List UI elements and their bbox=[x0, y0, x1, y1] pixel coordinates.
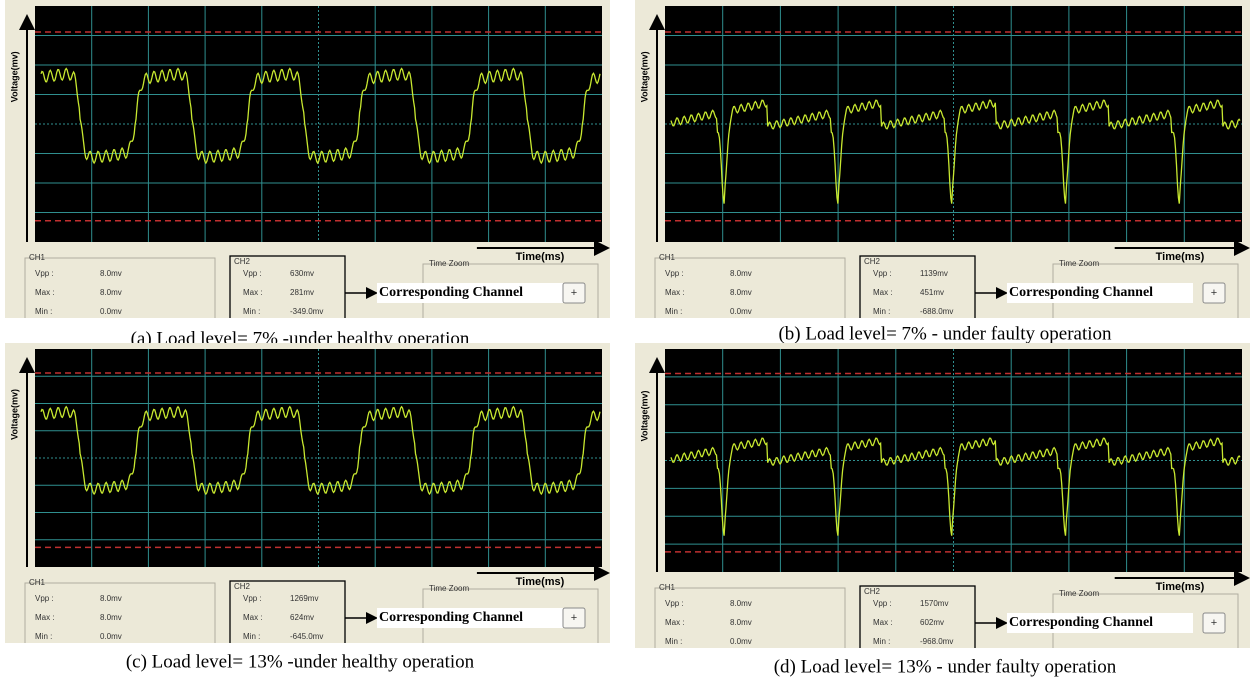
oscilloscope-panel: Voltage(mv) Time(ms) CH1 Vpp : 8.0mv Max : 8.0… bbox=[5, 0, 610, 338]
ch1-row-label: Max : bbox=[665, 618, 685, 627]
ch1-row-label: Min : bbox=[35, 632, 52, 641]
ch1-row-value: 8.0mv bbox=[730, 288, 752, 297]
zoom-in-button-label: + bbox=[571, 287, 577, 299]
ch1-row-label: Min : bbox=[665, 307, 682, 316]
ch1-row-label: Max : bbox=[665, 288, 685, 297]
time-zoom-label: Time Zoom bbox=[1059, 259, 1099, 268]
ch2-title: CH2 bbox=[234, 257, 251, 266]
y-axis-label: Voltage(mv) bbox=[639, 51, 649, 102]
ch1-row-value: 0.0mv bbox=[730, 637, 752, 646]
annotation-text: Corresponding Channel bbox=[1009, 615, 1153, 630]
time-zoom-label: Time Zoom bbox=[1059, 589, 1099, 598]
zoom-in-button-label: + bbox=[571, 612, 577, 624]
figure-canvas: Voltage(mv) Time(ms) CH1 Vpp : 8.0mv Max : 8.0… bbox=[0, 0, 1253, 684]
ch1-row-value: 0.0mv bbox=[100, 307, 122, 316]
ch2-row-value: 451mv bbox=[920, 288, 944, 297]
ch2-row-value: -349.0mv bbox=[290, 307, 323, 316]
ch2-row-label: Max : bbox=[873, 618, 893, 627]
annotation-text: Corresponding Channel bbox=[379, 285, 523, 300]
ch1-row-value: 0.0mv bbox=[730, 307, 752, 316]
y-axis-label: Voltage(mv) bbox=[9, 51, 19, 102]
ch2-row-value: 1269mv bbox=[290, 594, 318, 603]
ch2-row-label: Min : bbox=[873, 307, 890, 316]
ch2-row-value: 624mv bbox=[290, 613, 314, 622]
ch2-row-value: 630mv bbox=[290, 269, 314, 278]
oscilloscope-panel: Voltage(mv) Time(ms) CH1 Vpp : 8.0mv Max : 8.0… bbox=[5, 343, 610, 663]
ch2-row-label: Max : bbox=[243, 288, 263, 297]
ch1-row-value: 8.0mv bbox=[100, 288, 122, 297]
ch2-row-value: -688.0mv bbox=[920, 307, 953, 316]
y-axis-label: Voltage(mv) bbox=[9, 389, 19, 440]
annotation-text: Corresponding Channel bbox=[379, 610, 523, 625]
ch2-row-value: -968.0mv bbox=[920, 637, 953, 646]
x-axis-label: Time(ms) bbox=[1156, 251, 1205, 263]
ch2-title: CH2 bbox=[234, 582, 251, 591]
ch1-title: CH1 bbox=[659, 583, 676, 592]
zoom-in-button-label: + bbox=[1211, 617, 1217, 629]
zoom-in-button-label: + bbox=[1211, 287, 1217, 299]
annotation-text: Corresponding Channel bbox=[1009, 285, 1153, 300]
ch2-row-value: 281mv bbox=[290, 288, 314, 297]
ch1-row-label: Vpp : bbox=[665, 599, 684, 608]
ch2-row-label: Vpp : bbox=[873, 599, 892, 608]
ch2-row-value: 602mv bbox=[920, 618, 944, 627]
ch1-row-label: Max : bbox=[35, 288, 55, 297]
ch2-row-label: Vpp : bbox=[873, 269, 892, 278]
y-axis-label: Voltage(mv) bbox=[639, 390, 649, 441]
x-axis-label: Time(ms) bbox=[516, 251, 565, 263]
time-zoom-label: Time Zoom bbox=[429, 259, 469, 268]
ch1-title: CH1 bbox=[29, 578, 46, 587]
figure: Voltage(mv) Time(ms) CH1 Vpp : 8.0mv Max : 8.0… bbox=[0, 0, 1253, 684]
oscilloscope-panel: Voltage(mv) Time(ms) CH1 Vpp : 8.0mv Max : 8.0… bbox=[635, 343, 1250, 668]
ch2-row-label: Vpp : bbox=[243, 269, 262, 278]
ch1-row-value: 0.0mv bbox=[100, 632, 122, 641]
ch1-row-value: 8.0mv bbox=[730, 269, 752, 278]
ch2-row-label: Max : bbox=[243, 613, 263, 622]
ch2-row-label: Vpp : bbox=[243, 594, 262, 603]
ch1-title: CH1 bbox=[29, 253, 46, 262]
ch1-row-label: Min : bbox=[35, 307, 52, 316]
ch1-row-value: 8.0mv bbox=[730, 618, 752, 627]
panel-caption: (d) Load level= 13% - under faulty opera… bbox=[774, 656, 1117, 677]
ch1-row-label: Vpp : bbox=[665, 269, 684, 278]
ch1-row-label: Vpp : bbox=[35, 594, 54, 603]
ch2-row-value: 1570mv bbox=[920, 599, 948, 608]
x-axis-label: Time(ms) bbox=[516, 576, 565, 588]
ch1-row-label: Max : bbox=[35, 613, 55, 622]
panel-caption: (b) Load level= 7% - under faulty operat… bbox=[778, 323, 1112, 344]
ch1-title: CH1 bbox=[659, 253, 676, 262]
ch1-row-value: 8.0mv bbox=[100, 594, 122, 603]
ch2-row-label: Max : bbox=[873, 288, 893, 297]
ch1-row-value: 8.0mv bbox=[100, 613, 122, 622]
ch1-row-label: Min : bbox=[665, 637, 682, 646]
ch2-row-label: Min : bbox=[243, 632, 260, 641]
ch2-title: CH2 bbox=[864, 257, 881, 266]
ch1-row-value: 8.0mv bbox=[100, 269, 122, 278]
ch2-row-label: Min : bbox=[243, 307, 260, 316]
ch2-title: CH2 bbox=[864, 587, 881, 596]
time-zoom-label: Time Zoom bbox=[429, 584, 469, 593]
oscilloscope-panel: Voltage(mv) Time(ms) CH1 Vpp : 8.0mv Max : 8.0… bbox=[635, 0, 1250, 338]
ch2-row-value: -645.0mv bbox=[290, 632, 323, 641]
ch1-row-label: Vpp : bbox=[35, 269, 54, 278]
x-axis-label: Time(ms) bbox=[1156, 581, 1205, 593]
ch2-row-value: 1139mv bbox=[920, 269, 948, 278]
ch1-row-value: 8.0mv bbox=[730, 599, 752, 608]
ch2-row-label: Min : bbox=[873, 637, 890, 646]
panel-caption: (c) Load level= 13% -under healthy opera… bbox=[126, 651, 475, 672]
